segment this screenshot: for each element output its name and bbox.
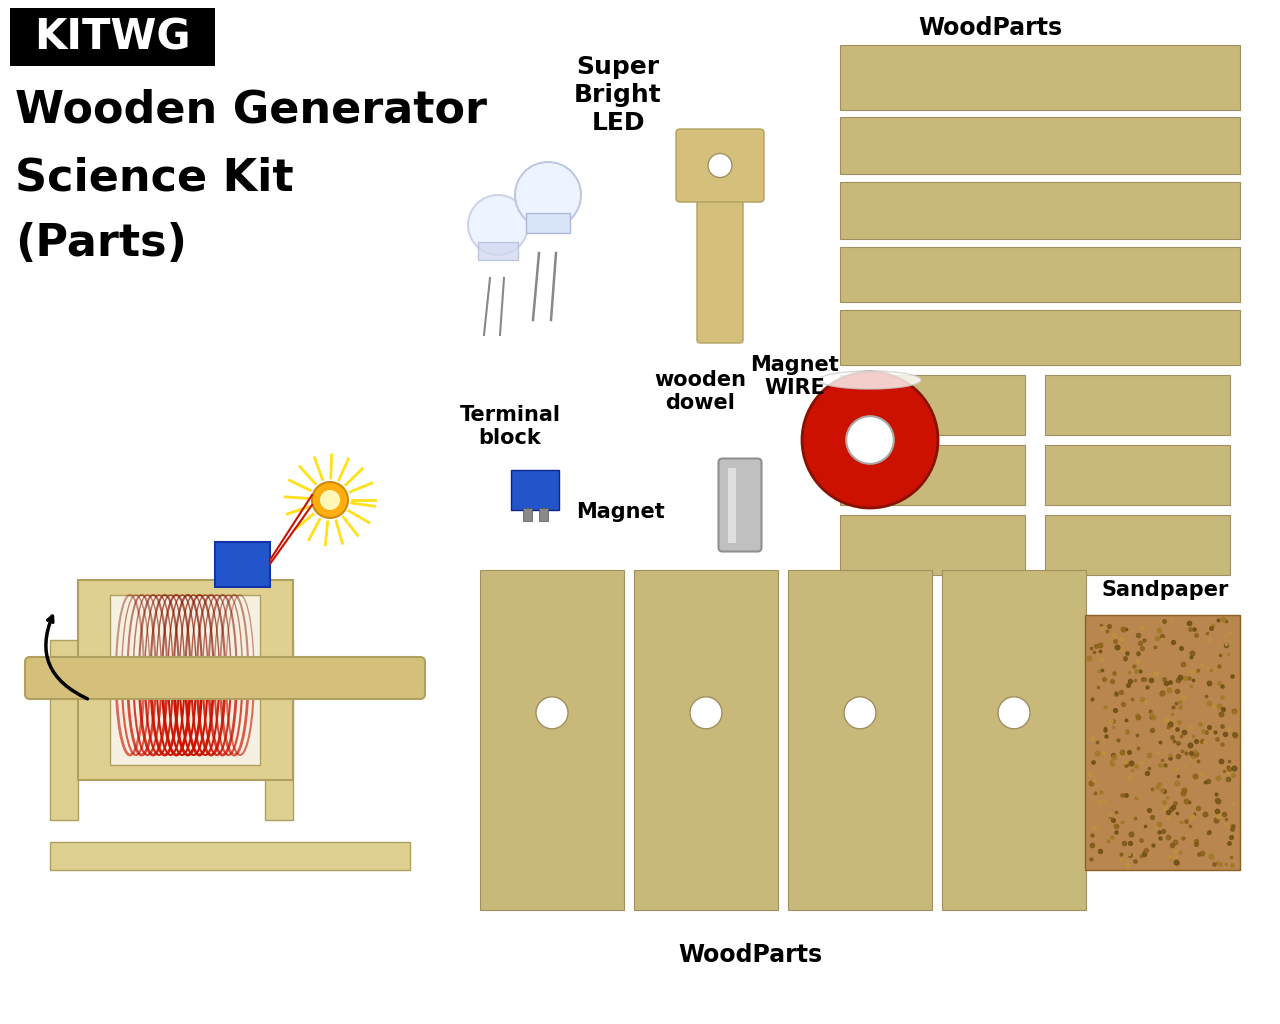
Circle shape [998, 696, 1030, 729]
Bar [526, 213, 570, 233]
Bar [110, 595, 260, 765]
Bar [840, 117, 1240, 174]
Text: Magnet
WIRE: Magnet WIRE [750, 354, 840, 398]
Text: Terminal
block: Terminal block [460, 404, 561, 449]
Circle shape [320, 490, 340, 510]
Bar [1044, 375, 1230, 435]
Bar [840, 375, 1025, 435]
Bar [1044, 515, 1230, 575]
Ellipse shape [819, 371, 922, 389]
Circle shape [803, 372, 938, 508]
Text: wooden
dowel: wooden dowel [654, 370, 746, 414]
Bar [788, 570, 932, 910]
Bar [634, 570, 778, 910]
Bar [265, 640, 293, 820]
Text: Wooden Generator: Wooden Generator [15, 88, 486, 131]
Bar [50, 842, 410, 870]
Text: Science Kit: Science Kit [15, 157, 293, 200]
Circle shape [515, 162, 581, 228]
Text: Magnet: Magnet [576, 502, 666, 522]
FancyBboxPatch shape [698, 197, 742, 343]
Text: WoodParts: WoodParts [678, 943, 822, 967]
Text: Super
Bright
LED: Super Bright LED [575, 55, 662, 134]
Circle shape [708, 154, 732, 177]
Text: KITWG: KITWG [35, 16, 191, 58]
Circle shape [690, 696, 722, 729]
Bar [840, 182, 1240, 239]
Bar [840, 45, 1240, 110]
Bar [10, 8, 215, 66]
Circle shape [312, 482, 348, 518]
Circle shape [468, 195, 529, 255]
Bar [78, 580, 293, 780]
Bar [480, 570, 625, 910]
Bar [840, 247, 1240, 302]
FancyBboxPatch shape [676, 129, 764, 202]
Bar [215, 542, 270, 587]
Bar [524, 508, 532, 521]
Bar [539, 508, 548, 521]
FancyBboxPatch shape [26, 657, 425, 699]
FancyBboxPatch shape [718, 459, 762, 552]
Bar [1085, 615, 1240, 870]
Text: (Parts): (Parts) [15, 221, 187, 264]
Bar [477, 242, 518, 260]
Bar [840, 310, 1240, 365]
FancyBboxPatch shape [511, 470, 559, 510]
Circle shape [536, 696, 568, 729]
Circle shape [844, 696, 876, 729]
Text: Sandpaper: Sandpaper [1101, 580, 1229, 600]
Bar [942, 570, 1085, 910]
Bar [1044, 445, 1230, 505]
Circle shape [846, 416, 893, 464]
Bar [50, 640, 78, 820]
Bar [840, 445, 1025, 505]
Bar [840, 515, 1025, 575]
Bar [727, 468, 736, 543]
Text: WoodParts: WoodParts [918, 16, 1062, 40]
